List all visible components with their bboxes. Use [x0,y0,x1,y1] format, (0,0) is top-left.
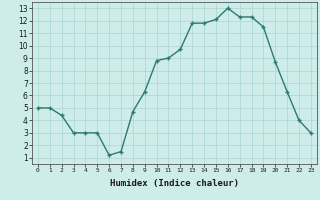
X-axis label: Humidex (Indice chaleur): Humidex (Indice chaleur) [110,179,239,188]
